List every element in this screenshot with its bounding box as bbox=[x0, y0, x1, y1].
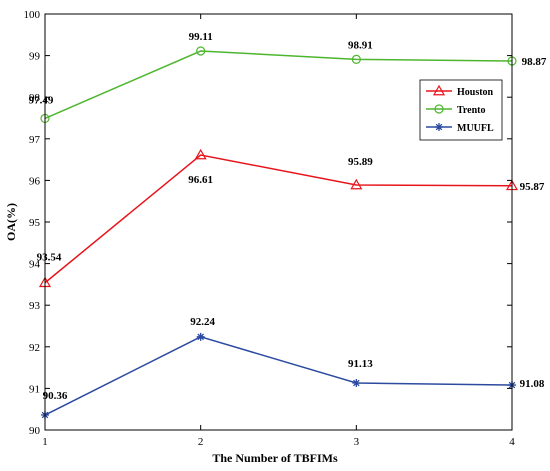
data-point-muufl-3 bbox=[352, 378, 361, 387]
data-label-muufl-3: 91.13 bbox=[348, 358, 373, 370]
legend-marker-houston bbox=[432, 84, 446, 96]
y-tick-label: 100 bbox=[24, 9, 41, 21]
data-label-trento-2: 99.11 bbox=[189, 31, 213, 43]
y-tick-label: 99 bbox=[29, 51, 41, 63]
axes: 90 91 92 93 94 95 96 97 98 99 100 1 2 3 4 bbox=[24, 9, 516, 448]
data-label-houston-1: 93.54 bbox=[37, 252, 62, 264]
y-tick-label: 95 bbox=[29, 217, 41, 229]
x-tick-label: 4 bbox=[509, 436, 515, 448]
data-label-trento-3: 98.91 bbox=[348, 39, 373, 51]
data-label-muufl-4: 91.08 bbox=[520, 378, 545, 390]
series-line-muufl bbox=[44, 336, 513, 416]
x-tick-label: 1 bbox=[42, 436, 48, 448]
legend-marker-trento bbox=[434, 104, 444, 114]
data-point-houston-2 bbox=[194, 148, 207, 160]
data-point-houston-3 bbox=[350, 178, 363, 190]
data-label-houston-3: 95.89 bbox=[348, 156, 373, 168]
data-point-trento-2 bbox=[196, 46, 206, 56]
data-label-trento-4: 98.87 bbox=[522, 56, 547, 68]
x-tick-label: 2 bbox=[198, 436, 204, 448]
legend-entry-trento: Trento bbox=[457, 105, 486, 116]
y-tick-label: 91 bbox=[29, 383, 40, 395]
legend-marker-muufl bbox=[435, 123, 443, 131]
series-line-houston bbox=[44, 154, 513, 284]
data-point-muufl-2 bbox=[196, 332, 205, 341]
y-tick-label: 93 bbox=[29, 300, 41, 312]
data-label-houston-2: 96.61 bbox=[188, 174, 213, 186]
data-point-trento-3 bbox=[351, 54, 361, 64]
series-line-trento bbox=[44, 50, 513, 120]
data-label-muufl-2: 92.24 bbox=[190, 316, 215, 328]
y-tick-label: 96 bbox=[29, 175, 41, 187]
x-tick-label: 3 bbox=[354, 436, 360, 448]
y-tick-label: 97 bbox=[29, 134, 41, 146]
y-axis-label: OA(%) bbox=[4, 203, 18, 241]
series-lines bbox=[44, 50, 513, 416]
y-tick-label: 90 bbox=[29, 425, 41, 437]
y-tick-label: 92 bbox=[29, 342, 40, 354]
data-label-muufl-1: 90.36 bbox=[43, 390, 68, 402]
legend-entry-muufl: MUUFL bbox=[457, 123, 494, 134]
legend-box bbox=[419, 79, 503, 141]
plot-frame bbox=[44, 13, 513, 431]
data-label-houston-4: 95.87 bbox=[520, 181, 545, 193]
legend-entry-houston: Houston bbox=[457, 87, 494, 98]
legend: Houston Trento MUUFL bbox=[419, 79, 503, 141]
y-tick-label: 94 bbox=[29, 259, 41, 271]
x-axis-label: The Number of TBFIMs bbox=[212, 451, 338, 465]
data-labels: 93.5496.6195.8995.8797.4999.1198.9198.87… bbox=[29, 31, 547, 402]
y-tick-label: 98 bbox=[29, 92, 41, 104]
